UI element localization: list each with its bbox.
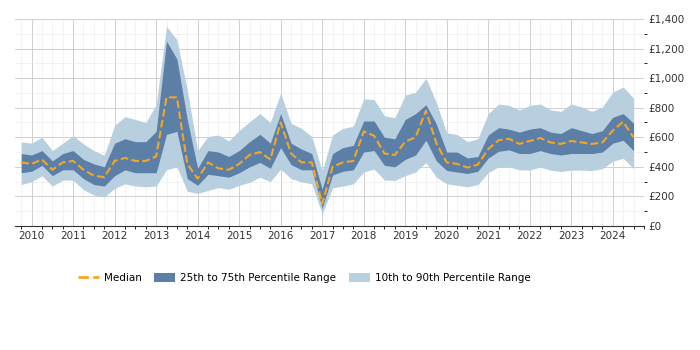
Legend: Median, 25th to 75th Percentile Range, 10th to 90th Percentile Range: Median, 25th to 75th Percentile Range, 1… [74, 268, 535, 287]
